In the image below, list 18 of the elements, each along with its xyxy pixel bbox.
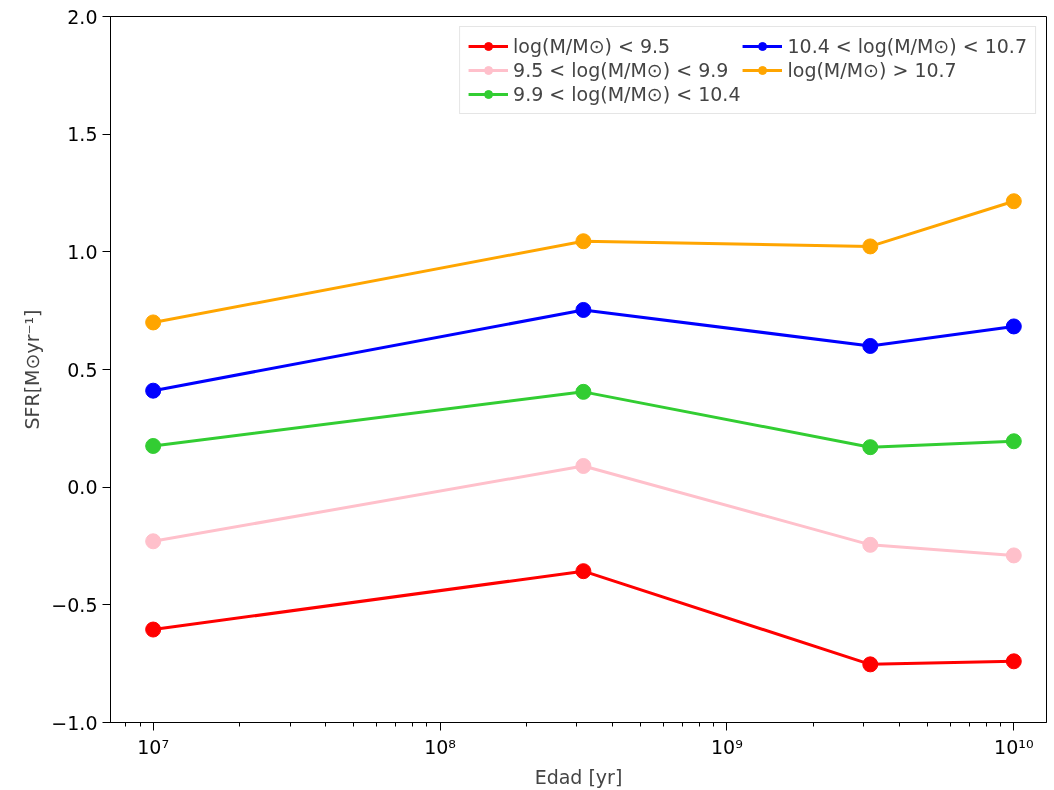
y-tick-label: 1.0: [67, 240, 98, 263]
legend-label: 10.4 < log(M/M⊙) < 10.7: [787, 35, 1027, 57]
y-tick-label: −0.5: [51, 593, 98, 616]
y-tick-label: 0.5: [67, 358, 98, 381]
legend-label: 9.5 < log(M/M⊙) < 9.9: [513, 59, 729, 81]
legend-label: log(M/M⊙) > 10.7: [787, 59, 957, 81]
x-tick-label: 10⁷: [137, 735, 170, 758]
x-tick-label: 10⁹: [711, 735, 743, 758]
y-tick-label: −1.0: [51, 711, 98, 734]
legend-label: 9.9 < log(M/M⊙) < 10.4: [513, 83, 741, 105]
legend-label: log(M/M⊙) < 9.5: [513, 35, 671, 57]
x-axis-title: Edad [yr]: [534, 765, 623, 788]
y-tick-label: 2.0: [67, 5, 98, 28]
y-axis-title: SFR[M⊙yr⁻¹]: [21, 309, 44, 430]
x-tick-label: 10⁸: [424, 735, 456, 758]
y-tick-label: 1.5: [67, 123, 98, 146]
y-tick-label: 0.0: [67, 476, 98, 499]
x-tick-label: 10¹⁰: [994, 735, 1034, 758]
